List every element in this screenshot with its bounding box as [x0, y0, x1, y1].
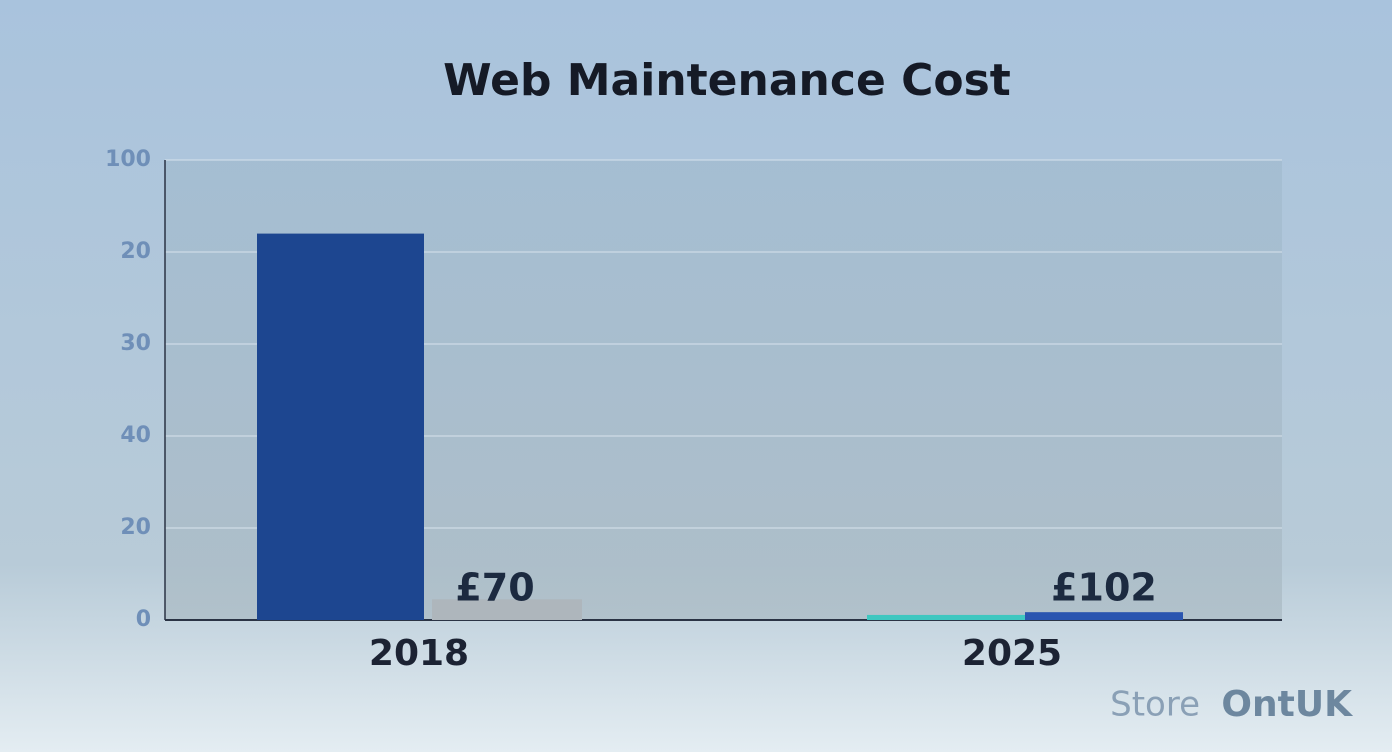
value-label: £102	[1051, 566, 1157, 610]
y-tick-label: 100	[105, 147, 151, 172]
watermark: OntUK	[1221, 684, 1353, 725]
bar	[432, 599, 582, 620]
bar	[257, 233, 424, 620]
x-tick-label: 2025	[962, 633, 1062, 674]
y-tick-label: 0	[136, 607, 151, 632]
y-tick-label: 20	[120, 515, 151, 540]
watermark: Store	[1110, 685, 1200, 725]
bar	[867, 614, 1025, 620]
chart-title: Web Maintenance Cost	[443, 55, 1011, 106]
y-tick-label: 20	[120, 239, 151, 264]
value-label: £70	[455, 566, 534, 610]
bar	[1025, 612, 1183, 620]
y-tick-label: 30	[120, 331, 151, 356]
y-tick-label: 40	[120, 423, 151, 448]
x-tick-label: 2018	[369, 633, 469, 674]
